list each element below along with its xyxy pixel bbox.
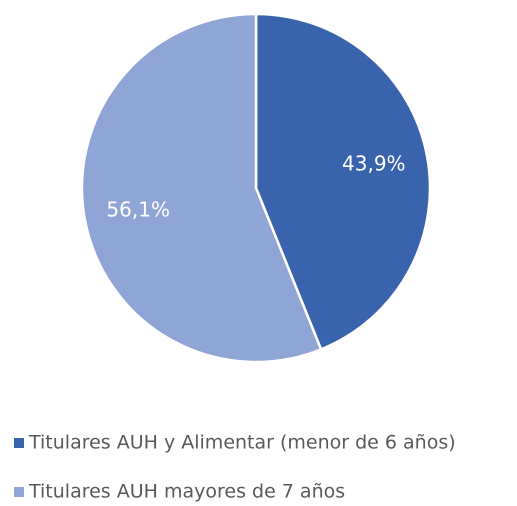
legend-label: Titulares AUH y Alimentar (menor de 6 añ… xyxy=(28,432,456,454)
legend-swatch xyxy=(14,487,24,497)
pie-slice xyxy=(80,12,323,364)
legend-swatch xyxy=(14,438,24,448)
data-label: 43,9% xyxy=(342,152,406,176)
data-label: 56,1% xyxy=(106,197,170,221)
legend-label: Titulares AUH mayores de 7 años xyxy=(28,481,345,503)
pie-slice xyxy=(254,12,432,352)
